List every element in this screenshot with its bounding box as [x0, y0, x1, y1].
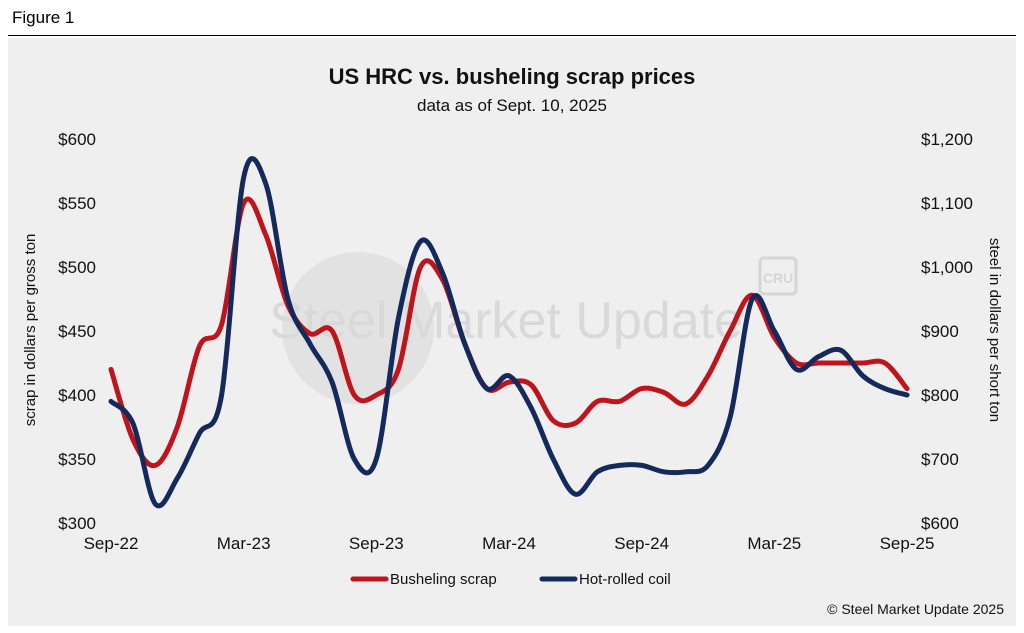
y-left-tick-label: $400 [58, 386, 96, 405]
y-left-tick-label: $350 [58, 450, 96, 469]
y-left-tick-labels: $300 $350 $400 $450 $500 $550 $600 [58, 130, 96, 533]
chart-title: US HRC vs. busheling scrap prices [329, 64, 696, 89]
copyright-notice: © Steel Market Update 2025 [827, 601, 1004, 617]
y-left-tick-label: $550 [58, 194, 96, 213]
x-tick-label: Sep-25 [880, 534, 935, 553]
chart-subtitle: data as of Sept. 10, 2025 [417, 96, 607, 115]
x-tick-label: Mar-24 [482, 534, 536, 553]
y-left-tick-label: $300 [58, 514, 96, 533]
y-right-tick-label: $600 [921, 514, 959, 533]
x-tick-label: Sep-22 [84, 534, 139, 553]
cru-logo-icon [758, 256, 798, 296]
figure-divider [8, 35, 1016, 36]
x-tick-label: Mar-23 [217, 534, 271, 553]
y-left-tick-label: $500 [58, 258, 96, 277]
figure-label: Figure 1 [12, 8, 75, 27]
watermark-text: Steel Market Update [269, 292, 743, 350]
legend-label-hot-rolled-coil: Hot-rolled coil [579, 571, 671, 588]
y-right-axis-title: steel in dollars per short ton [986, 238, 1003, 422]
legend: Busheling scrap Hot-rolled coil [350, 571, 671, 588]
x-tick-labels: Sep-22 Mar-23 Sep-23 Mar-24 Sep-24 Mar-25 Sep-… [84, 534, 935, 553]
y-right-tick-label: $700 [921, 450, 959, 469]
x-tick-label: Sep-24 [614, 534, 669, 553]
y-right-tick-label: $1,000 [921, 258, 973, 277]
y-left-axis-title: scrap in dollars per gross ton [22, 234, 39, 427]
y-right-tick-label: $1,200 [921, 130, 973, 149]
watermark: Steel Market Update CRU [269, 252, 798, 404]
series-layer [108, 156, 910, 509]
y-right-tick-labels: $600 $700 $800 $900 $1,000 $1,100 $1,200 [921, 130, 973, 533]
series-line-hot-rolled-coil [108, 156, 910, 509]
x-tick-label: Mar-25 [747, 534, 801, 553]
y-right-tick-label: $1,100 [921, 194, 973, 213]
cru-logo-text: CRU [763, 270, 793, 286]
watermark-globe-icon [282, 252, 434, 404]
y-right-tick-label: $900 [921, 322, 959, 341]
line-chart: Steel Market Update CRU US HRC vs. bushe… [22, 64, 1004, 617]
legend-label-busheling-scrap: Busheling scrap [390, 571, 497, 588]
y-left-tick-label: $450 [58, 322, 96, 341]
y-left-tick-label: $600 [58, 130, 96, 149]
chart-panel: Steel Market Update CRU US HRC vs. bushe… [8, 38, 1016, 626]
x-tick-label: Sep-23 [349, 534, 404, 553]
y-right-tick-label: $800 [921, 386, 959, 405]
